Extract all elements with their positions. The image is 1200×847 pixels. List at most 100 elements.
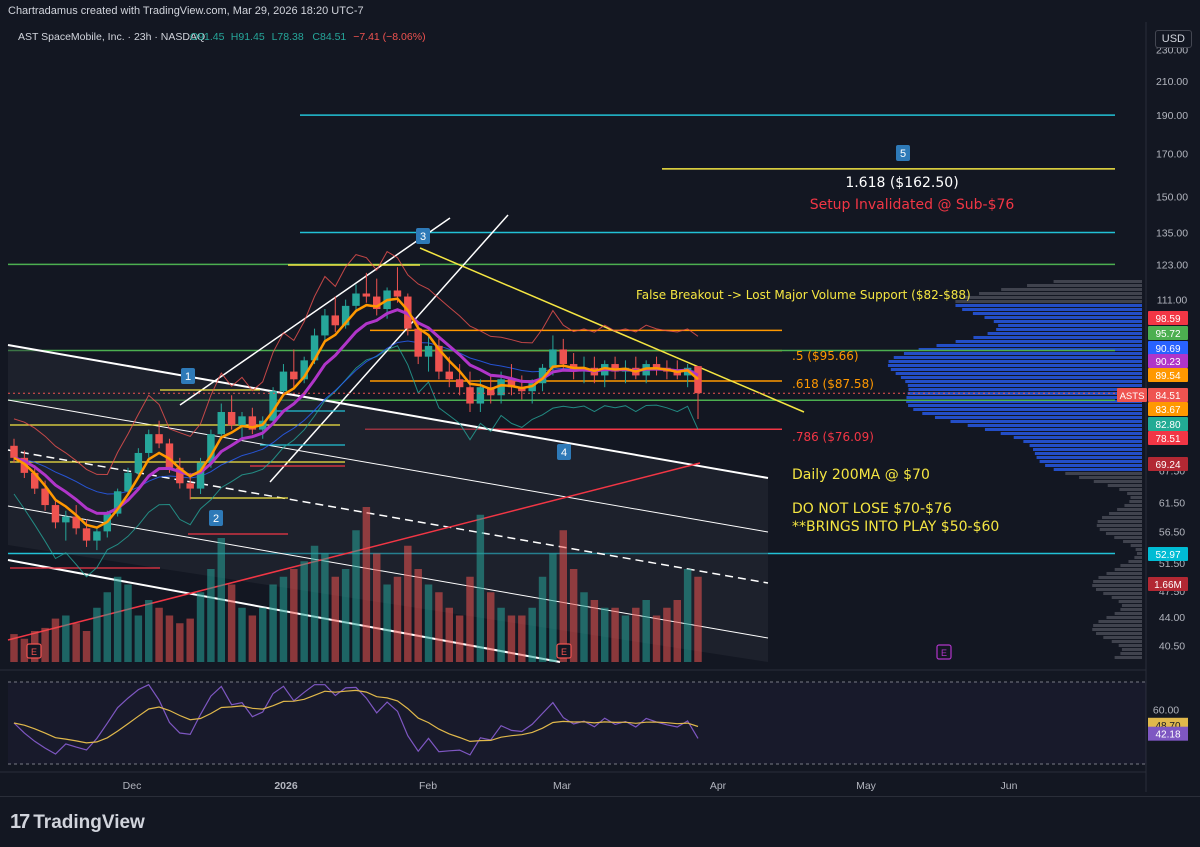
volume-profile-bar: [1093, 580, 1142, 583]
volume-profile-bar: [893, 356, 1142, 359]
earnings-icon-label: E: [941, 648, 947, 658]
volume-profile-bar: [955, 300, 1142, 303]
volume-profile-bar: [1096, 588, 1142, 591]
volume-profile-bar: [1013, 436, 1142, 439]
price-tag-label: 98.59: [1155, 314, 1180, 325]
rsi-value-tag-label: 42.18: [1155, 730, 1180, 741]
volume-profile-bar: [1135, 548, 1142, 551]
volume-profile-bar: [1093, 624, 1142, 627]
time-tick-label: May: [856, 780, 877, 792]
candle-body: [41, 488, 49, 506]
volume-bar: [227, 584, 236, 662]
volume-profile-bar: [1097, 520, 1142, 523]
price-tag-bg: [1148, 417, 1188, 431]
watermark-text: Chartradamus created with TradingView.co…: [8, 5, 364, 17]
earnings-icon: [936, 644, 952, 660]
candle-body: [455, 379, 464, 388]
candle-body: [362, 293, 371, 297]
volume-profile-bar: [1045, 464, 1142, 467]
volume-profile-bar: [1130, 496, 1142, 499]
ohlc-chg: −7.41 (−8.06%): [353, 31, 425, 43]
volume-profile-bar: [996, 328, 1142, 331]
volume-profile-bar: [1129, 500, 1142, 503]
price-tag-bg: [1148, 547, 1188, 561]
wave-label-box: [416, 228, 430, 244]
volume-profile-bar: [936, 344, 1142, 347]
volume-bar: [196, 592, 205, 662]
candle-body: [290, 371, 298, 380]
candle-body: [652, 364, 661, 368]
volume-profile-bar: [913, 408, 1142, 411]
volume-profile-bar: [1128, 560, 1142, 563]
wave-label-5: 5: [900, 148, 906, 160]
candle-body: [269, 391, 277, 421]
volume-profile-bar: [918, 348, 1142, 351]
volume-bar: [393, 576, 402, 662]
price-tag-label: 90.23: [1155, 357, 1180, 368]
symbol-tag-bg: [1117, 388, 1147, 402]
price-tag-bg: [1148, 326, 1188, 340]
currency-button[interactable]: USD: [1154, 30, 1192, 48]
candle-body: [486, 387, 495, 396]
volume-profile-bar: [1120, 608, 1142, 611]
volume-bar: [569, 569, 578, 662]
price-tag-label: 89.54: [1155, 371, 1180, 382]
wave-label-box: [181, 368, 195, 384]
resistance-trendline: [419, 247, 805, 413]
symbol-header: AST SpaceMobile, Inc. · 23h · NASDAQO91.…: [18, 31, 426, 43]
volume-profile-bar: [1092, 628, 1142, 631]
volume-profile-bar: [955, 304, 1142, 307]
price-tick-label: 56.50: [1159, 526, 1185, 538]
channel-top: [7, 344, 769, 479]
volume-bar: [642, 600, 650, 662]
candle-body: [310, 335, 319, 361]
candle-body: [10, 445, 18, 458]
candle-body: [300, 360, 308, 380]
candle-body: [538, 367, 547, 384]
volume-bar: [455, 615, 464, 662]
symbol-tag-label: ASTS: [1120, 391, 1145, 402]
volume-profile-bar: [907, 384, 1142, 387]
volume-bar: [683, 569, 692, 662]
volume-bar: [20, 638, 29, 662]
ohlc-l: L78.38: [272, 31, 304, 43]
volume-bar: [486, 592, 495, 662]
annotation: False Breakout -> Lost Major Volume Supp…: [636, 288, 971, 302]
earnings-icon: [556, 643, 572, 659]
price-tag-bg: [1148, 457, 1188, 471]
candle-body: [435, 345, 443, 372]
price-chart[interactable]: AST SpaceMobile, Inc. · 23h · NASDAQO91.…: [0, 22, 1200, 796]
price-tag-bg: [1148, 431, 1188, 445]
ohlc-h: H91.45: [231, 31, 265, 43]
candle-body: [694, 366, 702, 394]
price-tick-label: 40.50: [1159, 641, 1185, 653]
volume-bar: [466, 576, 474, 662]
annotation: DO NOT LOSE $70-$76: [792, 501, 952, 517]
volume-profile-bar: [903, 352, 1142, 355]
rsi-value-tag-bg: [1148, 726, 1188, 741]
candle-body: [196, 462, 205, 489]
rising-channel-upper: [179, 217, 451, 406]
volume-bar: [93, 607, 101, 662]
ohlc-o: O91.45: [190, 31, 225, 43]
price-tag-label: 1.66M: [1154, 580, 1182, 591]
volume-profile-bar: [1029, 444, 1142, 447]
volume-profile: [887, 280, 1142, 659]
candle-body: [611, 364, 619, 372]
volume-profile-bar: [1000, 432, 1142, 435]
wave-label-box: [209, 510, 223, 526]
candle-body: [30, 472, 39, 489]
volume-bar: [103, 592, 112, 662]
volume-bar: [497, 607, 505, 662]
volume-bar: [528, 607, 536, 662]
candle-body: [144, 434, 153, 453]
volume-bar: [51, 618, 60, 662]
candle-body: [372, 296, 381, 310]
wave-label-2: 2: [213, 513, 219, 525]
volume-profile-bar: [887, 364, 1142, 367]
volume-bar: [41, 627, 49, 662]
volume-bar: [507, 615, 516, 662]
volume-profile-bar: [1124, 504, 1142, 507]
volume-profile-bar: [962, 308, 1142, 311]
tradingview-logo[interactable]: 17 TradingView: [10, 811, 145, 834]
